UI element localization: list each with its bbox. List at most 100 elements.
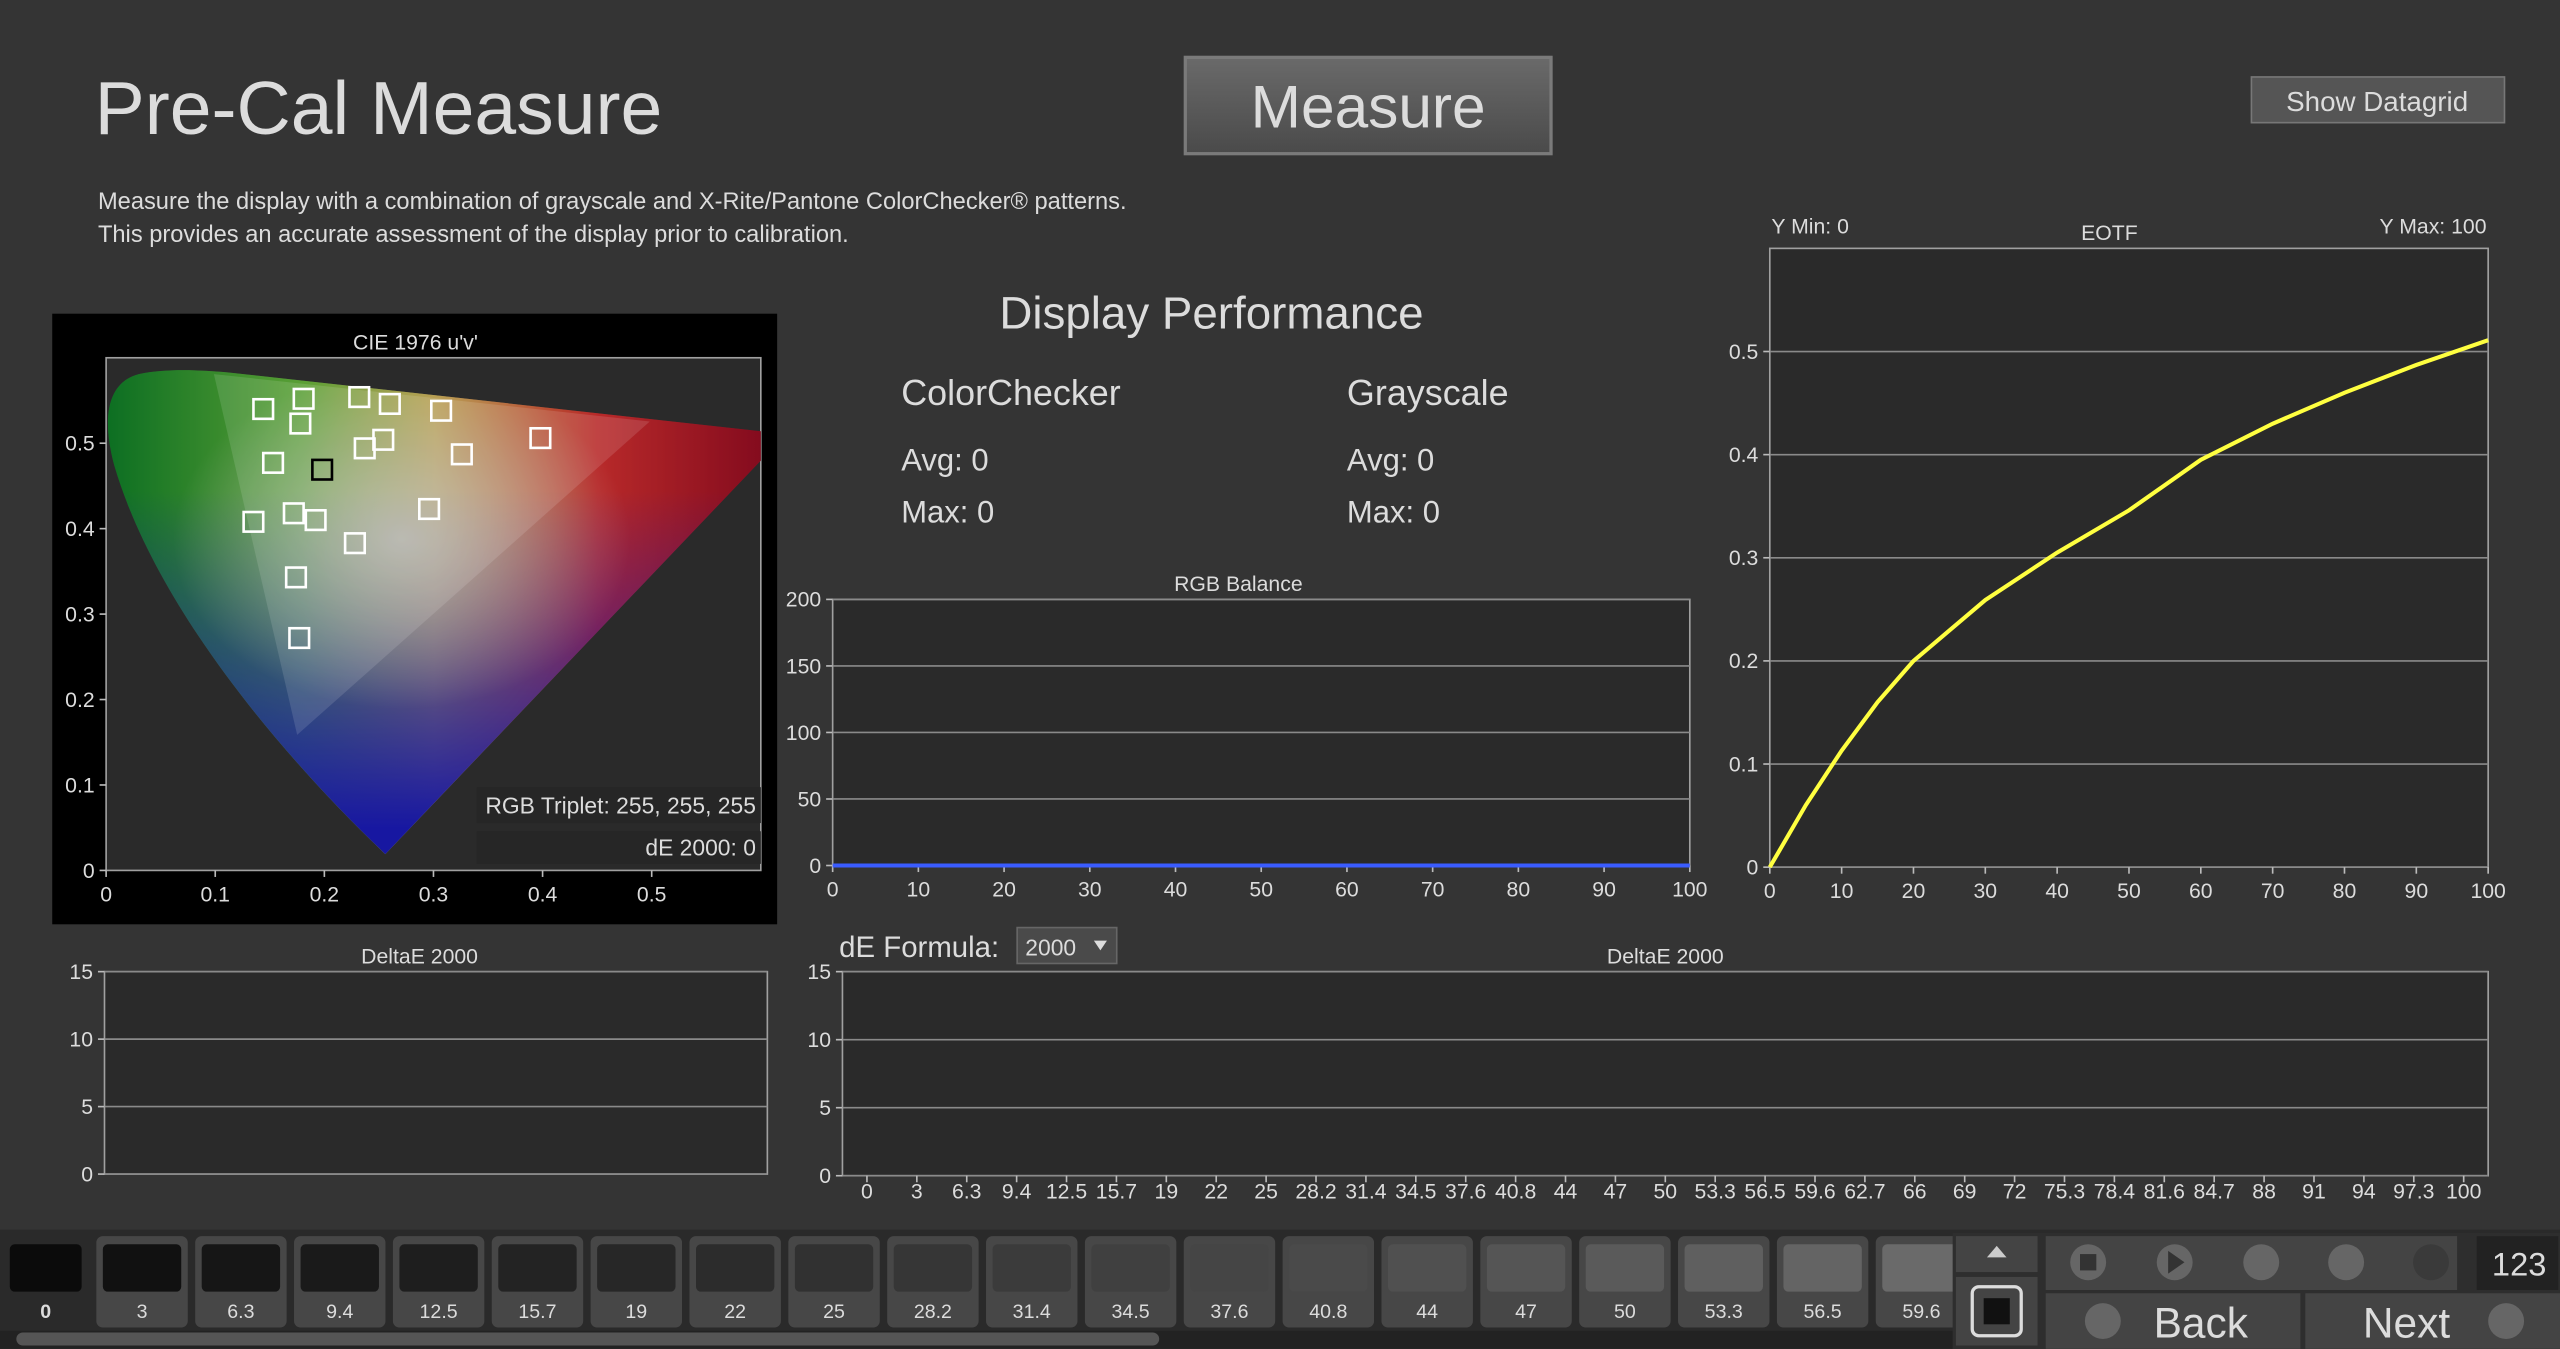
point <box>252 397 275 421</box>
x-tick-label: 30 <box>1078 879 1102 902</box>
datagrid-button[interactable] <box>2250 76 2506 124</box>
stop-frame <box>1970 1285 2023 1338</box>
x-tick-label: 60 <box>1335 879 1359 902</box>
point <box>311 458 334 481</box>
point <box>353 437 376 460</box>
x-tick-label: 40 <box>1164 879 1188 902</box>
chart-title: DeltaE 2000 <box>1607 945 1724 968</box>
annotation-box <box>476 787 761 824</box>
swatch-color <box>9 1244 82 1292</box>
x-tick-label: 6.3 <box>952 1181 981 1204</box>
measure-button[interactable] <box>1183 55 1553 156</box>
plot-area <box>841 970 2489 1177</box>
y-tick-label: 0 <box>809 855 821 878</box>
point <box>304 509 327 532</box>
x-tick-label: 40.8 <box>1495 1181 1536 1204</box>
x-tick-label: 78.4 <box>2094 1181 2135 1204</box>
y-tick-label: 10 <box>69 1028 93 1051</box>
x-tick-label: 30 <box>1974 880 1998 903</box>
x-tick-label: 0 <box>100 883 112 906</box>
swatch-color <box>893 1244 973 1292</box>
x-tick-label: 47 <box>1604 1181 1628 1204</box>
annotation: Y Max: 100 <box>2380 216 2487 239</box>
swatch-label: 56.5 <box>1804 1301 1842 1323</box>
swatch-label: 19 <box>625 1301 647 1323</box>
up-icon <box>1986 1245 2007 1258</box>
x-tick-label: 28.2 <box>1295 1181 1336 1204</box>
refresh-circle[interactable] <box>2413 1244 2449 1281</box>
x-tick-label: 72 <box>2003 1181 2027 1204</box>
colorchecker-label: ColorChecker <box>901 372 1121 413</box>
swatch-label: 53.3 <box>1705 1301 1743 1323</box>
y-tick-label: 10 <box>807 1029 831 1052</box>
scrollbar-thumb[interactable] <box>16 1332 1160 1346</box>
point <box>261 451 285 474</box>
locus-dim <box>107 370 761 855</box>
colorchecker-avg: Avg: 0 <box>901 442 988 477</box>
series-line <box>1768 338 2489 869</box>
y-tick-label: 15 <box>69 961 93 984</box>
y-tick-label: 5 <box>819 1097 831 1120</box>
measure-button-label[interactable]: Measure <box>1251 73 1486 141</box>
swatch-label: 44 <box>1416 1301 1438 1323</box>
swatch-label: 47 <box>1515 1301 1537 1323</box>
x-tick-label: 69 <box>1953 1181 1977 1204</box>
y-tick-label: 0 <box>81 1163 93 1186</box>
x-tick-label: 80 <box>2333 880 2357 903</box>
step-circle[interactable] <box>2243 1244 2280 1281</box>
y-tick-label: 0.4 <box>1729 444 1759 467</box>
x-tick-label: 50 <box>2117 880 2141 903</box>
description-line: This provides an accurate assessment of … <box>98 222 849 248</box>
next-label[interactable]: Next <box>2363 1299 2450 1346</box>
y-tick-label: 0.1 <box>65 774 95 797</box>
point <box>284 566 308 589</box>
y-tick-label: 5 <box>81 1096 93 1119</box>
point <box>288 626 311 650</box>
x-tick-label: 0.2 <box>310 883 340 906</box>
swatch-label: 28.2 <box>914 1301 952 1323</box>
x-tick-label: 90 <box>2405 880 2429 903</box>
x-tick-label: 81.6 <box>2144 1181 2185 1204</box>
swatch-label: 59.6 <box>1902 1301 1940 1323</box>
x-tick-label: 20 <box>992 879 1016 902</box>
swatch-color <box>498 1244 577 1292</box>
x-tick-label: 0 <box>861 1181 873 1204</box>
swatch-color <box>300 1244 379 1292</box>
x-tick-label: 15.7 <box>1096 1181 1137 1204</box>
x-tick-label: 50 <box>1654 1181 1678 1204</box>
y-tick-label: 150 <box>786 655 821 678</box>
point <box>289 412 312 435</box>
swatch-label: 34.5 <box>1112 1301 1150 1323</box>
loop-circle[interactable] <box>2328 1244 2365 1281</box>
x-tick-label: 25 <box>1254 1181 1278 1204</box>
description-line: Measure the display with a combination o… <box>98 189 1127 215</box>
datagrid-button-label[interactable]: Show Datagrid <box>2286 86 2468 117</box>
x-tick-label: 19 <box>1155 1181 1179 1204</box>
x-tick-label: 0.3 <box>419 883 449 906</box>
x-tick-label: 100 <box>2470 880 2505 903</box>
x-tick-label: 88 <box>2252 1181 2276 1204</box>
cie-locus <box>107 370 761 855</box>
x-tick-label: 22 <box>1204 1181 1228 1204</box>
annotation-box <box>476 831 761 864</box>
counter: 123 <box>2492 1245 2546 1282</box>
point <box>282 502 305 525</box>
point <box>242 510 265 533</box>
swatch-color <box>794 1244 874 1292</box>
point <box>430 399 453 422</box>
back-label[interactable]: Back <box>2154 1299 2249 1346</box>
x-tick-label: 0 <box>1764 880 1776 903</box>
swatch-color <box>597 1244 676 1292</box>
de-formula-value[interactable]: 2000 <box>1025 934 1076 960</box>
x-tick-label: 34.5 <box>1395 1181 1436 1204</box>
stop-glyph <box>2080 1254 2097 1271</box>
x-tick-label: 9.4 <box>1002 1181 1032 1204</box>
counter-box <box>2476 1236 2559 1291</box>
x-tick-label: 53.3 <box>1695 1181 1736 1204</box>
swatch-color <box>992 1244 1071 1292</box>
swatch-label: 37.6 <box>1210 1301 1248 1323</box>
y-tick-label: 0.5 <box>1729 341 1758 364</box>
x-tick-label: 12.5 <box>1046 1181 1087 1204</box>
annotation: Y Min: 0 <box>1771 216 1848 239</box>
